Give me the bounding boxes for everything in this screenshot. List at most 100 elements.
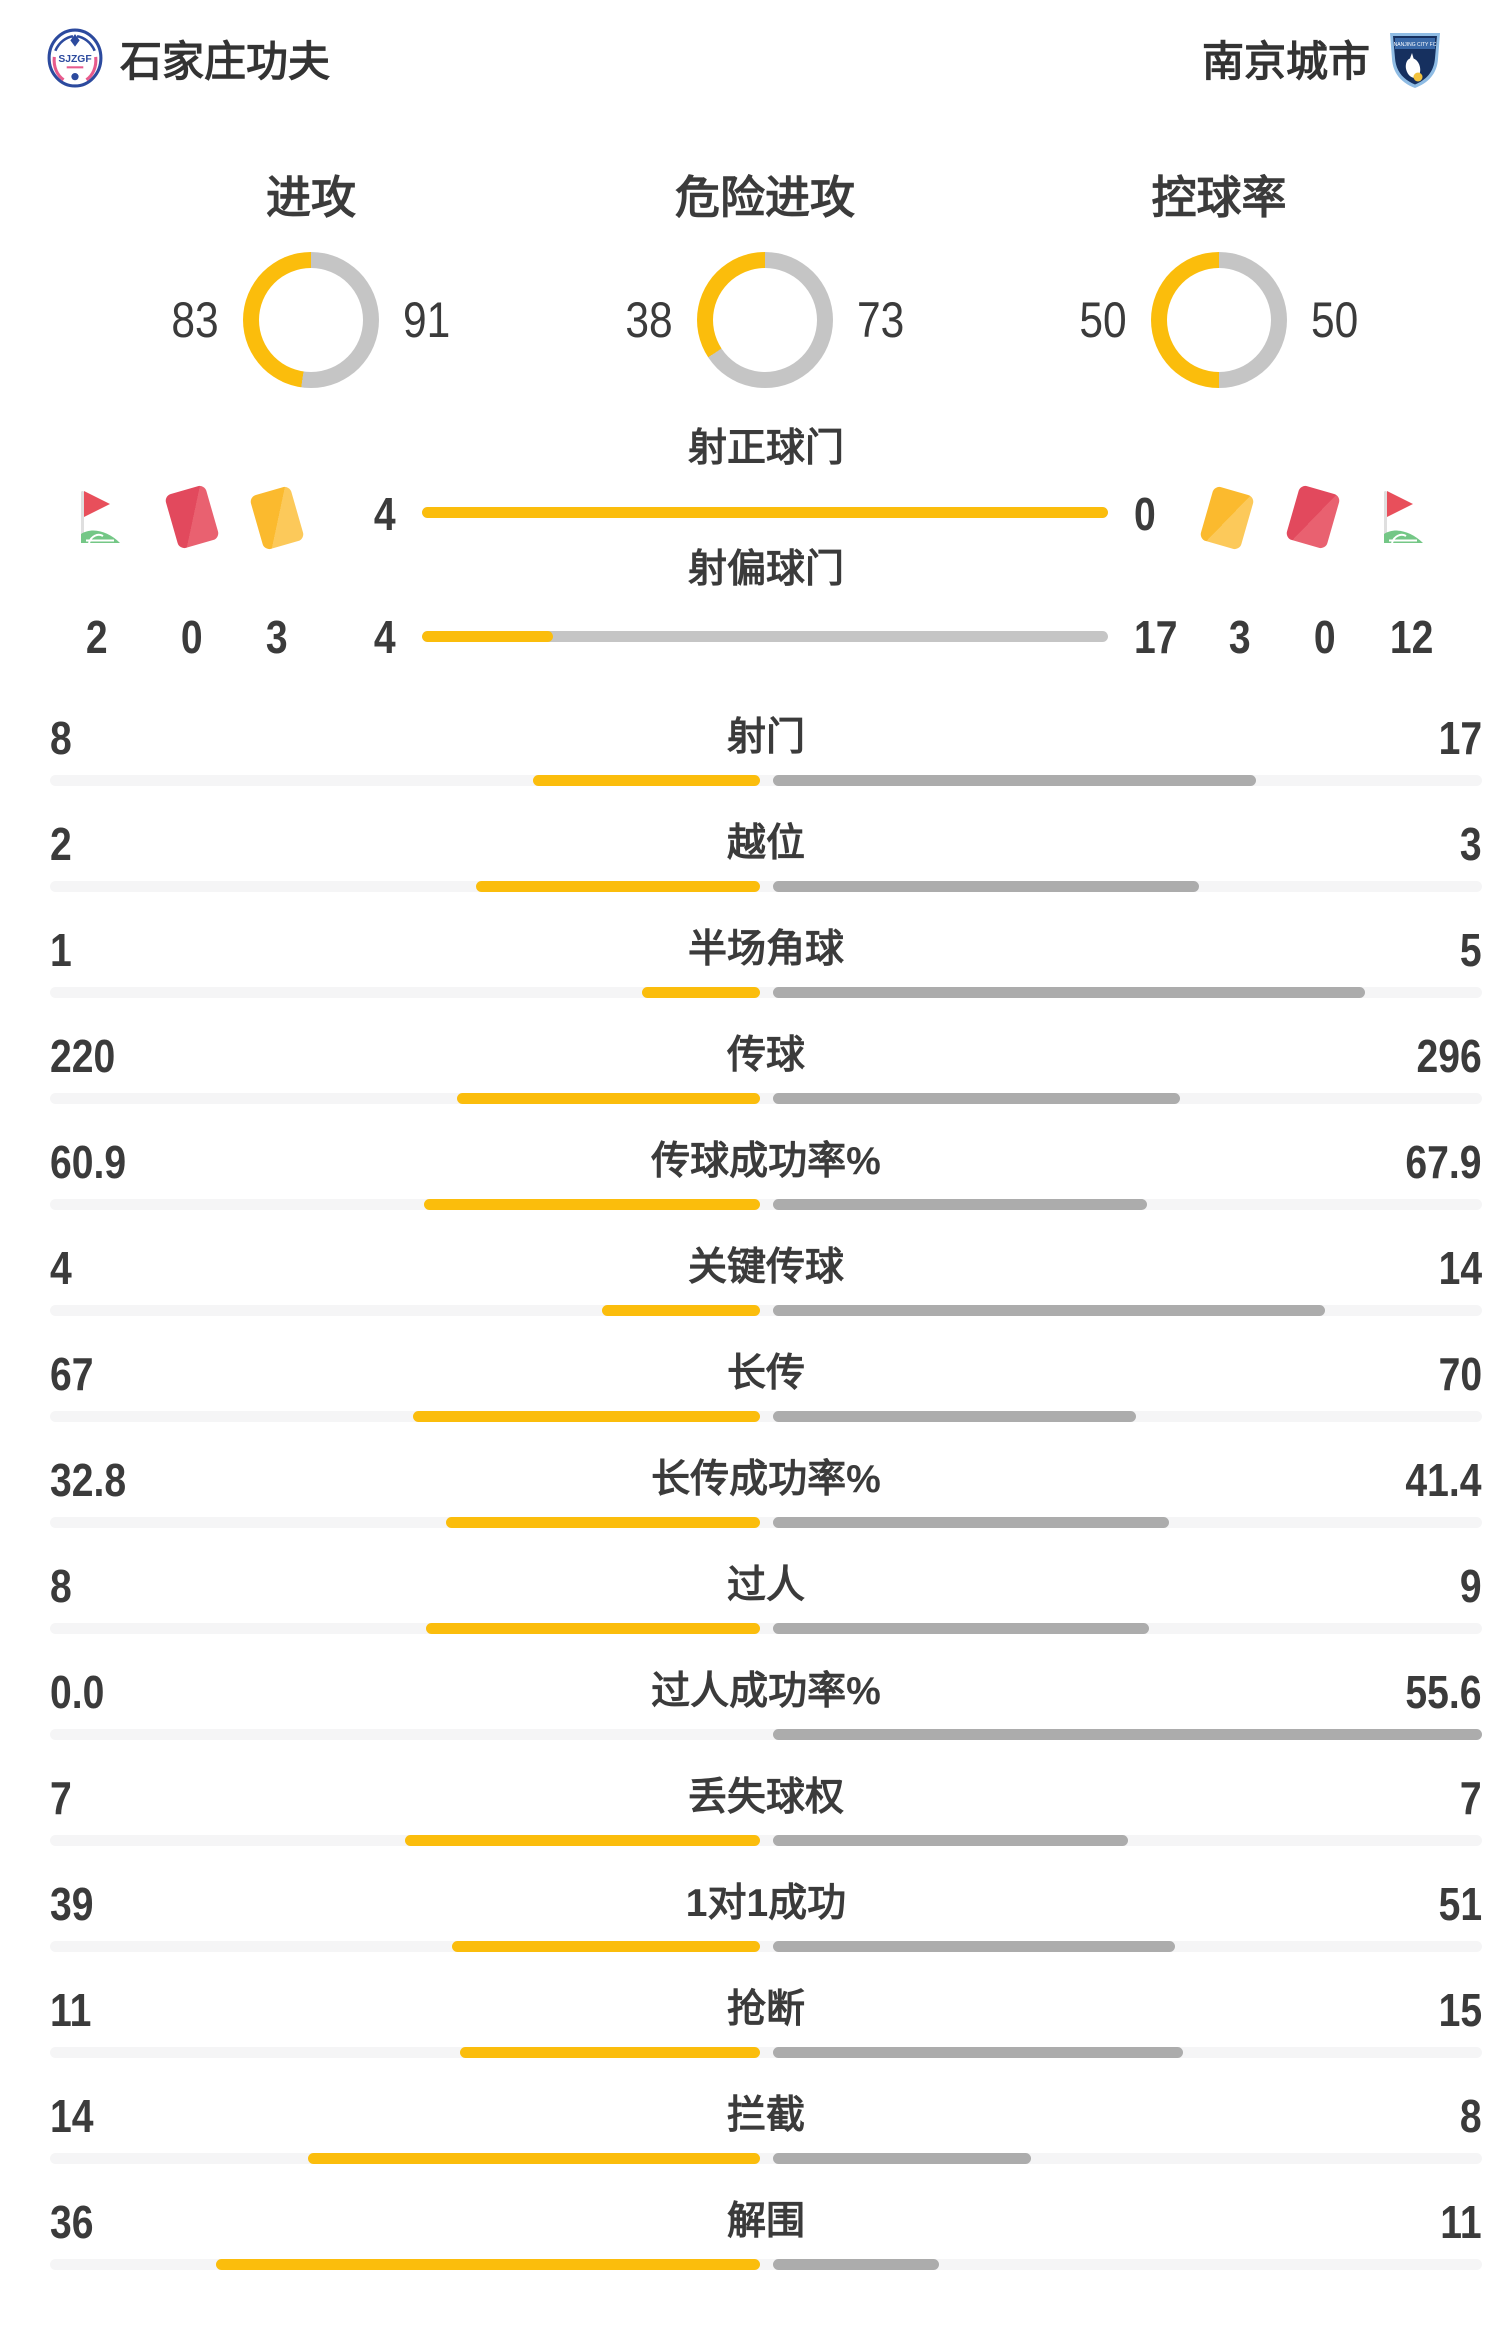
stat-bar-away — [773, 1941, 1176, 1952]
stat-row: 8 射门 17 — [50, 690, 1482, 796]
stat-bar-home — [602, 1305, 760, 1316]
donut-chart-attack: 83 91 — [81, 252, 541, 388]
stat-value-away: 11 — [1440, 2196, 1482, 2248]
stat-value-away: 14 — [1438, 1242, 1482, 1294]
stat-value-away: 55.6 — [1405, 1666, 1482, 1718]
home-corner-count: 2 — [86, 611, 108, 663]
stat-bar-away — [773, 2259, 940, 2270]
svg-text:SJZGF: SJZGF — [58, 54, 91, 65]
stat-label: 解围 — [726, 2200, 805, 2243]
stat-value-home: 220 — [50, 1030, 116, 1082]
stat-track — [50, 775, 1482, 786]
stat-label: 过人成功率% — [651, 1670, 881, 1713]
stat-value-away: 7 — [1460, 1772, 1482, 1824]
shots-off-target-away-value: 17 — [1134, 611, 1178, 663]
away-team-header[interactable]: 南京城市 NANJING CITY FC — [1202, 26, 1444, 90]
stat-value-home: 7 — [50, 1772, 72, 1824]
away-corner-flag-icon — [1373, 487, 1425, 550]
stats-list: 8 射门 17 2 越位 3 1 半场角球 5 220 传球 296 — [50, 690, 1482, 2350]
home-red-card-count: 0 — [181, 611, 203, 663]
away-yellow-card-count: 3 — [1229, 611, 1251, 663]
stat-value-away: 8 — [1460, 2090, 1482, 2142]
stat-bar-away — [773, 1729, 1482, 1740]
stat-value-home: 11 — [50, 1984, 92, 2036]
stat-label: 传球 — [726, 1034, 805, 1077]
stat-row: 36 解围 11 — [50, 2174, 1482, 2280]
stat-row: 2 越位 3 — [50, 796, 1482, 902]
donut-title-possession: 控球率 — [1151, 172, 1287, 223]
stat-value-home: 60.9 — [50, 1136, 127, 1188]
stat-value-home: 0.0 — [50, 1666, 105, 1718]
stat-value-home: 4 — [50, 1242, 72, 1294]
stat-bar-home — [452, 1941, 760, 1952]
stat-value-home: 8 — [50, 712, 72, 764]
stat-value-away: 5 — [1460, 924, 1482, 976]
stat-track — [50, 1305, 1482, 1316]
shots-on-target-title: 射正球门 — [687, 427, 844, 470]
stat-track — [50, 1623, 1482, 1634]
home-corner-flag-icon — [70, 487, 122, 550]
stat-track — [50, 1093, 1482, 1104]
stat-bar-away — [773, 1517, 1170, 1528]
stat-row: 7 丢失球权 7 — [50, 1750, 1482, 1856]
stat-row: 67 长传 70 — [50, 1326, 1482, 1432]
stat-track — [50, 2047, 1482, 2058]
stat-bar-away — [773, 2153, 1032, 2164]
stat-value-home: 67 — [50, 1348, 94, 1400]
stat-value-home: 39 — [50, 1878, 94, 1930]
stat-value-home: 36 — [50, 2196, 94, 2248]
away-team-name: 南京城市 — [1201, 37, 1370, 85]
stat-bar-home — [216, 2259, 760, 2270]
stat-label: 长传 — [726, 1352, 805, 1395]
shots-on-target-away-value: 0 — [1134, 488, 1156, 540]
stat-bar-away — [773, 2047, 1183, 2058]
stat-value-away: 41.4 — [1405, 1454, 1482, 1506]
home-team-name: 石家庄功夫 — [120, 37, 331, 85]
stat-row: 60.9 传球成功率% 67.9 — [50, 1114, 1482, 1220]
stat-track — [50, 881, 1482, 892]
stat-value-home: 1 — [50, 924, 72, 976]
stat-bar-away — [773, 881, 1199, 892]
donut-title-dangerous-attack: 危险进攻 — [674, 172, 855, 223]
stat-bar-away — [773, 987, 1365, 998]
stat-label: 半场角球 — [687, 928, 844, 971]
stat-row: 220 传球 296 — [50, 1008, 1482, 1114]
stat-bar-away — [773, 1305, 1326, 1316]
stat-value-away: 15 — [1438, 1984, 1482, 2036]
stat-label: 长传成功率% — [651, 1458, 881, 1501]
stat-bar-home — [424, 1199, 760, 1210]
stat-label: 抢断 — [726, 1988, 805, 2031]
stat-bar-home — [446, 1517, 760, 1528]
stat-label: 传球成功率% — [651, 1140, 881, 1183]
stat-row: 11 抢断 15 — [50, 1962, 1482, 2068]
stat-bar-away — [773, 1093, 1181, 1104]
stat-row: 39 1对1成功 51 — [50, 1856, 1482, 1962]
home-team-header[interactable]: SJZGF 石家庄功夫 — [46, 26, 330, 90]
donut-title-attack: 进攻 — [265, 172, 356, 223]
stat-track — [50, 2259, 1482, 2270]
shots-off-target-title: 射偏球门 — [687, 548, 844, 591]
stat-row: 4 关键传球 14 — [50, 1220, 1482, 1326]
stat-bar-away — [773, 1623, 1149, 1634]
stat-value-away: 3 — [1460, 818, 1482, 870]
stat-track — [50, 1941, 1482, 1952]
stat-bar-home — [476, 881, 760, 892]
stat-row: 8 过人 9 — [50, 1538, 1482, 1644]
stat-label: 射门 — [726, 716, 805, 759]
stat-label: 关键传球 — [687, 1246, 844, 1289]
home-team-logo-icon: SJZGF — [47, 28, 103, 88]
stat-track — [50, 1411, 1482, 1422]
stat-label: 过人 — [726, 1564, 805, 1607]
attack-away-value: 91 — [403, 292, 451, 348]
shots-off-target-bar — [422, 631, 1108, 642]
stat-value-home: 2 — [50, 818, 72, 870]
attack-donut — [243, 252, 379, 388]
stat-bar-home — [459, 2047, 760, 2058]
stat-row: 14 拦截 8 — [50, 2068, 1482, 2174]
stat-bar-away — [773, 775, 1256, 786]
stat-bar-home — [405, 1835, 760, 1846]
stat-label: 丢失球权 — [687, 1776, 844, 1819]
stat-bar-away — [773, 1199, 1148, 1210]
stat-track — [50, 1517, 1482, 1528]
